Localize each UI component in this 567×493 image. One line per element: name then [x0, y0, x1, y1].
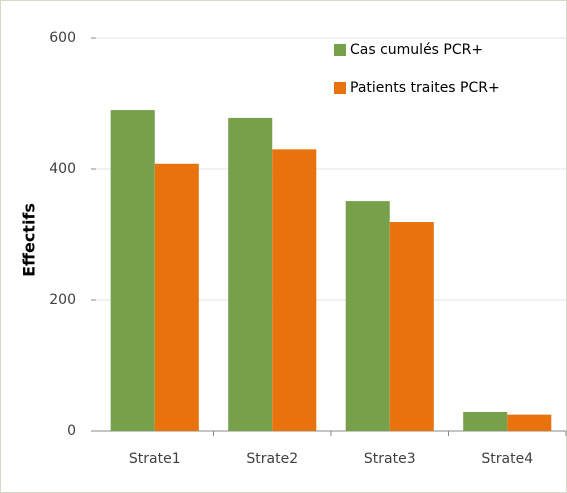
bar [228, 117, 273, 431]
x-tick-label: Strate2 [246, 451, 298, 467]
x-tick-label: Strate1 [129, 451, 181, 467]
legend-label: Cas cumulés PCR+ [350, 42, 483, 58]
x-tick-label: Strate4 [481, 451, 533, 467]
y-tick-label: 200 [49, 292, 76, 308]
y-tick-label: 600 [49, 30, 76, 46]
y-tick-label: 400 [49, 161, 76, 177]
y-tick-label: 0 [67, 423, 76, 439]
bar [463, 412, 508, 431]
x-tick-label: Strate3 [364, 451, 416, 467]
legend-swatch [334, 82, 346, 94]
y-axis-label: Effectifs [20, 203, 39, 277]
legend-swatch [334, 44, 346, 56]
bar [272, 149, 317, 431]
bar [154, 163, 199, 431]
bar [110, 110, 155, 432]
legend-label: Patients traites PCR+ [350, 80, 500, 96]
bar [345, 201, 390, 431]
bar [507, 414, 552, 431]
bar [389, 222, 434, 431]
